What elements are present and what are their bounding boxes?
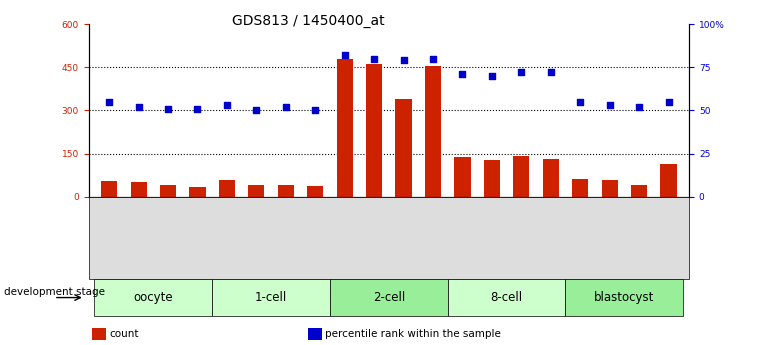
Text: development stage: development stage — [4, 287, 105, 297]
Point — [309, 108, 321, 113]
Bar — [396, 99, 412, 197]
Bar — [484, 160, 500, 197]
Point — [339, 52, 351, 58]
Point — [221, 102, 233, 108]
Bar — [130, 182, 147, 197]
Point — [544, 70, 557, 75]
Point — [427, 56, 439, 61]
Bar — [454, 157, 470, 197]
Point — [191, 106, 203, 111]
Point — [397, 58, 410, 63]
Bar — [543, 159, 559, 197]
Text: GDS813 / 1450400_at: GDS813 / 1450400_at — [232, 14, 384, 28]
Bar — [336, 59, 353, 197]
Text: count: count — [109, 329, 139, 338]
Point — [486, 73, 498, 79]
Text: 1-cell: 1-cell — [255, 291, 287, 304]
Bar — [572, 179, 588, 197]
Bar — [631, 185, 648, 197]
Text: percentile rank within the sample: percentile rank within the sample — [325, 329, 500, 338]
Bar — [189, 187, 206, 197]
Point — [103, 99, 116, 105]
Text: 8-cell: 8-cell — [490, 291, 523, 304]
Bar — [248, 185, 264, 197]
Bar — [514, 156, 530, 197]
Point — [662, 99, 675, 105]
Bar — [278, 185, 294, 197]
Point — [132, 104, 145, 110]
Bar — [160, 185, 176, 197]
Text: oocyte: oocyte — [133, 291, 173, 304]
Point — [457, 71, 469, 77]
Bar — [425, 66, 441, 197]
Text: 2-cell: 2-cell — [373, 291, 405, 304]
Bar — [101, 181, 117, 197]
Text: blastocyst: blastocyst — [594, 291, 654, 304]
Point — [250, 108, 263, 113]
Bar — [661, 164, 677, 197]
Bar — [219, 180, 235, 197]
Point — [368, 56, 380, 61]
Point — [515, 70, 527, 75]
Point — [604, 102, 616, 108]
Point — [633, 104, 645, 110]
Point — [574, 99, 587, 105]
Point — [280, 104, 292, 110]
Bar — [601, 180, 618, 197]
Bar — [366, 65, 382, 197]
Point — [162, 106, 174, 111]
Bar — [307, 186, 323, 197]
